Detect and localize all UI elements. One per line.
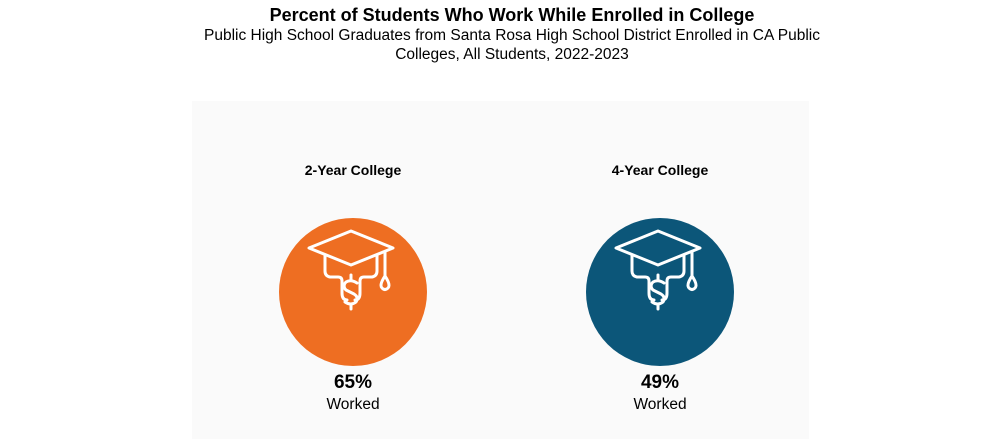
percent-worked-value: 49% bbox=[640, 372, 680, 393]
worked-caption: Worked bbox=[326, 396, 380, 413]
graduation-cap-dollar-icon bbox=[307, 229, 395, 311]
college-type-label: 2-Year College bbox=[304, 162, 402, 178]
college-circle bbox=[586, 218, 734, 366]
chart-subtitle: Public High School Graduates from Santa … bbox=[204, 27, 820, 63]
college-circle bbox=[279, 218, 427, 366]
percent-worked-value: 65% bbox=[333, 372, 373, 393]
college-type-label: 4-Year College bbox=[611, 162, 709, 178]
worked-caption: Worked bbox=[633, 396, 687, 413]
chart-title: Percent of Students Who Work While Enrol… bbox=[269, 5, 755, 25]
graduation-cap-dollar-icon bbox=[614, 229, 702, 311]
